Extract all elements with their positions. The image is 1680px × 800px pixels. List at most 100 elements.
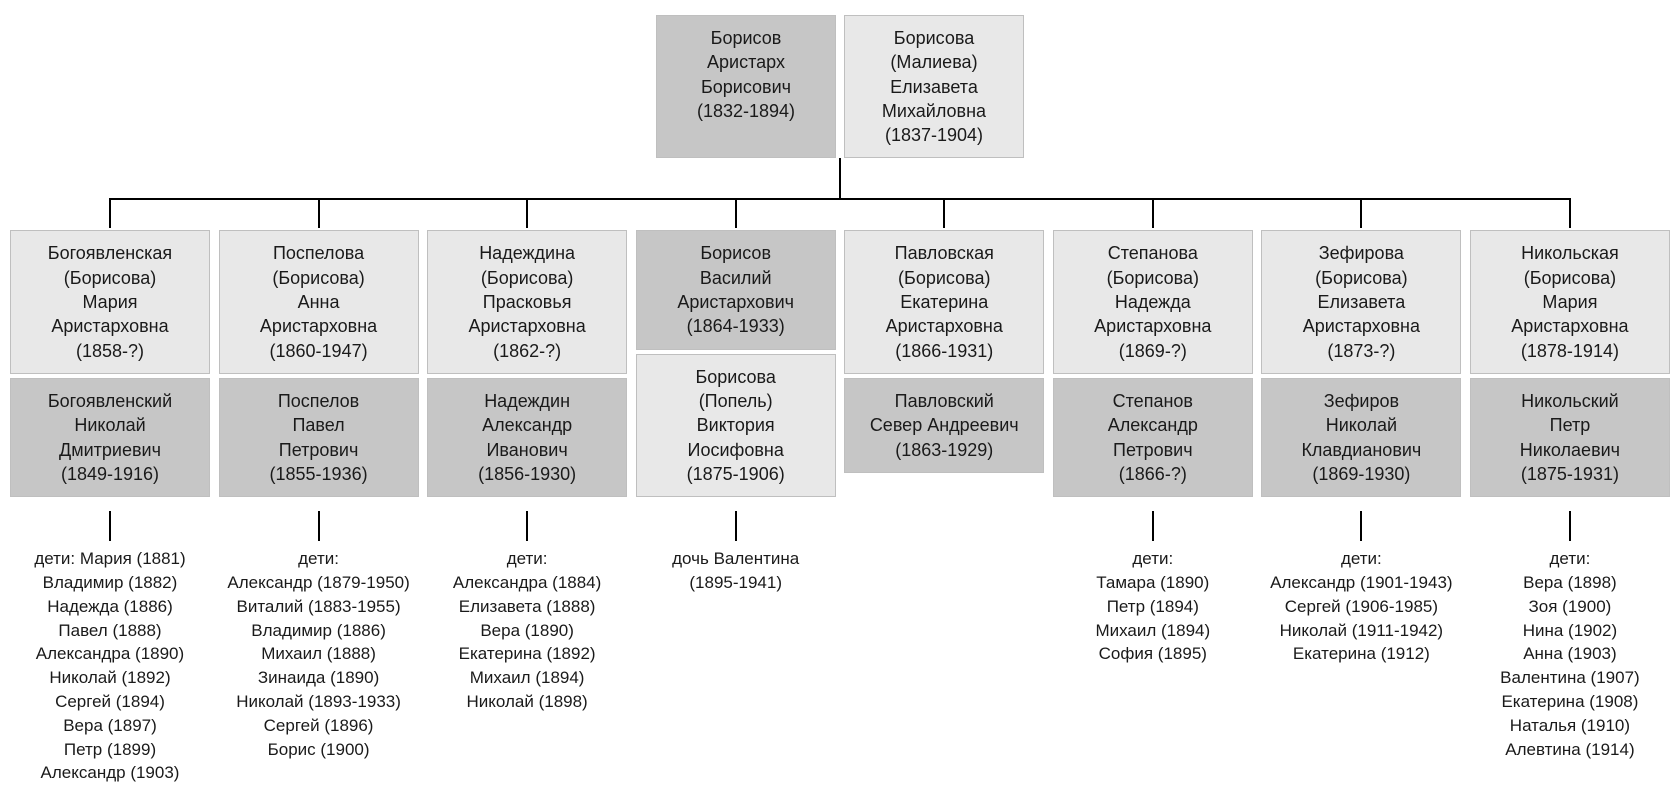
branch-b7: Зефирова(Борисова)ЕлизаветаАристарховна(… — [1261, 230, 1461, 785]
child-entry: Николай (1898) — [453, 690, 601, 714]
connector-branch-down — [735, 511, 737, 541]
node-line: Поспелова — [228, 241, 410, 265]
connector-tick — [1360, 198, 1362, 228]
children-list: дети:Вера (1898)Зоя (1900)Нина (1902)Анн… — [1500, 547, 1640, 761]
branch-spouse: НадеждинАлександрИванович(1856-1930) — [427, 378, 627, 497]
node-line: Виктория — [645, 413, 827, 437]
node-line: (Борисова) — [853, 266, 1035, 290]
children-header: дети: — [227, 547, 409, 571]
node-line: Анна — [228, 290, 410, 314]
children-header: дети: — [1270, 547, 1452, 571]
child-entry: Екатерина (1912) — [1270, 642, 1452, 666]
node-line: (1832-1894) — [665, 99, 827, 123]
node-line: Павловская — [853, 241, 1035, 265]
node-line: Иванович — [436, 438, 618, 462]
child-entry: Николай (1893-1933) — [227, 690, 409, 714]
node-line: (1875-1931) — [1479, 462, 1661, 486]
node-line: Николай — [1270, 413, 1452, 437]
branch-primary: БорисовВасилийАристархович(1864-1933) — [636, 230, 836, 349]
node-line: Степанова — [1062, 241, 1244, 265]
node-line: (1837-1904) — [853, 123, 1015, 147]
connector-horizontal — [110, 198, 1570, 200]
node-line: Дмитриевич — [19, 438, 201, 462]
child-entry: Борис (1900) — [227, 738, 409, 762]
node-line: Прасковья — [436, 290, 618, 314]
node-line: Север Андреевич — [853, 413, 1035, 437]
child-entry: Анна (1903) — [1500, 642, 1640, 666]
branch-spouse: Борисова(Попель)ВикторияИосифовна(1875-1… — [636, 354, 836, 497]
generation-1: БорисовАристархБорисович(1832-1894) Бори… — [10, 15, 1670, 158]
node-line: Аристарховна — [1062, 314, 1244, 338]
child-entry: Елизавета (1888) — [453, 595, 601, 619]
child-entry: Сергей (1894) — [34, 690, 185, 714]
children-list: дети: Мария (1881)Владимир (1882)Надежда… — [34, 547, 185, 785]
node-line: Степанов — [1062, 389, 1244, 413]
children-list: дети:Александр (1901-1943)Сергей (1906-1… — [1270, 547, 1452, 666]
node-line: Мария — [19, 290, 201, 314]
child-entry: Надежда (1886) — [34, 595, 185, 619]
branch-b4: БорисовВасилийАристархович(1864-1933)Бор… — [636, 230, 836, 785]
connector-tick — [1152, 198, 1154, 228]
node-line: Аристарховна — [228, 314, 410, 338]
node-line: Никольская — [1479, 241, 1661, 265]
branch-spouse: ЗефировНиколайКлавдианович(1869-1930) — [1261, 378, 1461, 497]
node-line: (1860-1947) — [228, 339, 410, 363]
node-line: (1858-?) — [19, 339, 201, 363]
node-line: (1873-?) — [1270, 339, 1452, 363]
connector-tick — [318, 198, 320, 228]
branch-spouse: ПавловскийСевер Андреевич(1863-1929) — [844, 378, 1044, 473]
node-line: Аристарховна — [1270, 314, 1452, 338]
child-entry: Тамара (1890) — [1095, 571, 1210, 595]
node-line: Аристарховна — [1479, 314, 1661, 338]
node-line: Никольский — [1479, 389, 1661, 413]
node-line: Богоявленский — [19, 389, 201, 413]
connector-tick — [526, 198, 528, 228]
child-entry: Нина (1902) — [1500, 619, 1640, 643]
node-line: Елизавета — [853, 75, 1015, 99]
node-line: (1855-1936) — [228, 462, 410, 486]
branch-primary: Поспелова(Борисова)АннаАристарховна(1860… — [219, 230, 419, 373]
node-line: Богоявленская — [19, 241, 201, 265]
branch-primary: Павловская(Борисова)ЕкатеринаАристарховн… — [844, 230, 1044, 373]
child-entry: Зоя (1900) — [1500, 595, 1640, 619]
node-line: Павел — [228, 413, 410, 437]
connector-branch-down — [1569, 511, 1571, 541]
connector-tick — [109, 198, 111, 228]
node-line: Надеждина — [436, 241, 618, 265]
connector-branch-down — [1152, 511, 1154, 541]
child-entry: Александра (1884) — [453, 571, 601, 595]
branch-primary: Степанова(Борисова)НадеждаАристарховна(1… — [1053, 230, 1253, 373]
node-line: (1849-1916) — [19, 462, 201, 486]
node-line: Петрович — [228, 438, 410, 462]
node-line: Николай — [19, 413, 201, 437]
generation-2: Богоявленская (Борисова) Мария Аристарховна… — [10, 230, 1670, 785]
node-line: Елизавета — [1270, 290, 1452, 314]
child-entry: Николай (1892) — [34, 666, 185, 690]
node-line: Михайловна — [853, 99, 1015, 123]
child-entry: Павел (1888) — [34, 619, 185, 643]
node-line: (1856-1930) — [436, 462, 618, 486]
child-entry: (1895-1941) — [672, 571, 799, 595]
node-line: (Борисова) — [228, 266, 410, 290]
node-line: Зефирова — [1270, 241, 1452, 265]
children-header: дети: — [1095, 547, 1210, 571]
node-line: Поспелов — [228, 389, 410, 413]
child-entry: Александр (1879-1950) — [227, 571, 409, 595]
branch-b8: Никольская(Борисова)МарияАристарховна(18… — [1470, 230, 1670, 785]
connector-tick — [943, 198, 945, 228]
node-line: Аристарх — [665, 50, 827, 74]
node-line: (1864-1933) — [645, 314, 827, 338]
branch-b1: Богоявленская(Борисова)МарияАристарховна… — [10, 230, 210, 785]
children-header: дочь Валентина — [672, 547, 799, 571]
child-entry: Зинаида (1890) — [227, 666, 409, 690]
node-line: Борисов — [665, 26, 827, 50]
branch-b2: Поспелова(Борисова)АннаАристарховна(1860… — [219, 230, 419, 785]
child-entry: Николай (1911-1942) — [1270, 619, 1452, 643]
child-entry: Вера (1898) — [1500, 571, 1640, 595]
node-line: Надежда — [1062, 290, 1244, 314]
child-entry: Михаил (1888) — [227, 642, 409, 666]
connector-branch-down — [526, 511, 528, 541]
node-line: (Борисова) — [1062, 266, 1244, 290]
branch-primary: Надеждина(Борисова)ПрасковьяАристарховна… — [427, 230, 627, 373]
node-line: Александр — [1062, 413, 1244, 437]
